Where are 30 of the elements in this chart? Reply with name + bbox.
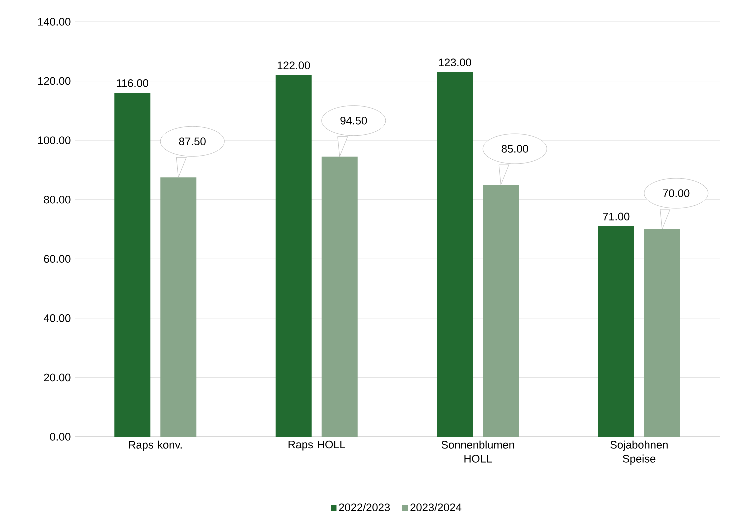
y-tick-label: 100.00 (38, 136, 71, 144)
bar (322, 156, 358, 437)
y-tick-label: 0.00 (50, 433, 71, 441)
y-tick-label: 140.00 (38, 18, 71, 26)
y-tick-label: 120.00 (38, 77, 71, 86)
y-tick-label: 20.00 (44, 374, 71, 382)
data-label: 85.00 (502, 145, 528, 153)
x-tick-label: Raps konv. (129, 440, 182, 452)
x-tick-label: Sojabohnen Speise (610, 440, 668, 466)
data-label: 122.00 (278, 62, 310, 70)
data-label: 71.00 (603, 212, 630, 221)
x-tick-label: Raps HOLL (288, 440, 346, 451)
data-label: 116.00 (117, 80, 149, 88)
y-tick-label: 40.00 (44, 314, 71, 322)
legend-label: 2022/2023 (339, 503, 390, 512)
data-label: 94.50 (340, 117, 368, 125)
bar (114, 93, 151, 437)
y-tick-label: 60.00 (44, 255, 71, 264)
y-tick-label: 80.00 (44, 196, 71, 204)
bar (276, 75, 312, 437)
bar (437, 72, 474, 437)
x-tick-label: Sonnenblumen HOLL (442, 440, 514, 463)
data-label: 70.00 (663, 190, 690, 198)
bar (598, 226, 634, 437)
data-label: 87.50 (179, 138, 206, 146)
bar (483, 185, 520, 437)
bar (160, 178, 197, 437)
legend-label: 2023/2024 (410, 503, 462, 512)
data-label: 123.00 (439, 58, 472, 67)
bar (644, 230, 680, 437)
